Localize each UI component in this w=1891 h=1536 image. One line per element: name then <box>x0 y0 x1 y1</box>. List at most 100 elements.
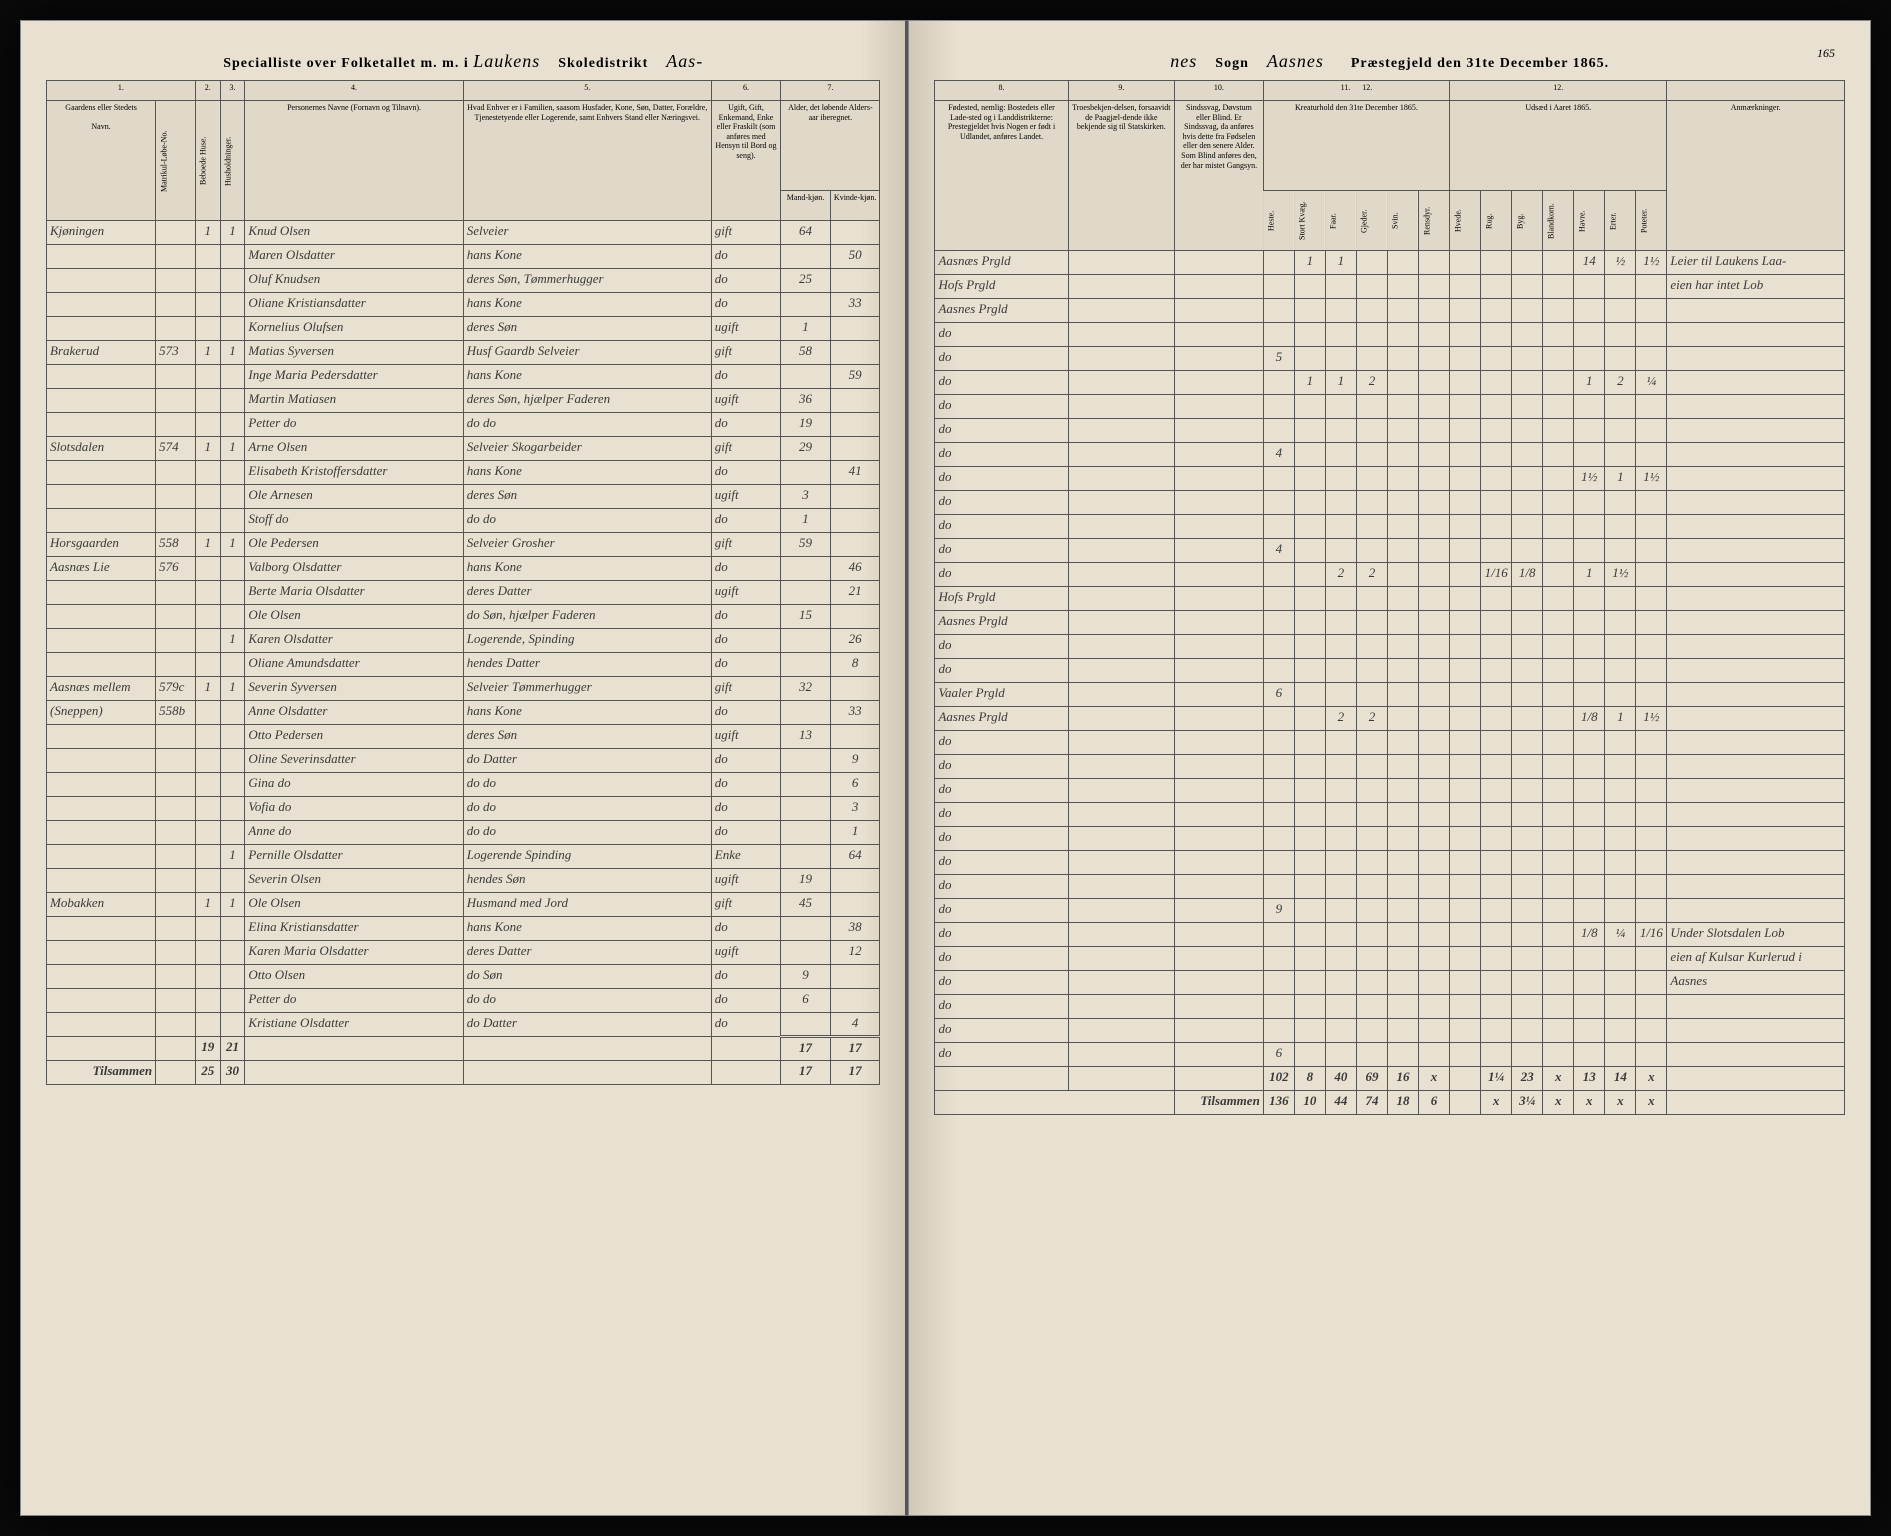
cell <box>1605 755 1636 779</box>
cell <box>1636 539 1667 563</box>
cell <box>1481 347 1512 371</box>
cell <box>1481 539 1512 563</box>
cell: gift <box>711 221 780 245</box>
cell <box>1068 491 1174 515</box>
cell <box>830 509 880 533</box>
cell <box>1450 803 1481 827</box>
cell: 6 <box>1263 683 1294 707</box>
cell <box>1263 1019 1294 1043</box>
cell <box>1263 371 1294 395</box>
cell <box>220 269 245 293</box>
cell <box>1450 563 1481 587</box>
cell: do <box>711 293 780 317</box>
cell <box>47 1013 156 1037</box>
h-age: Alder, det løbende Alders-aar iberegnet. <box>781 101 880 191</box>
cell <box>1356 611 1387 635</box>
cell <box>1175 563 1264 587</box>
col-number-row-r: 8. 9. 10. 11. 12. 12. <box>935 81 1845 101</box>
cell: ugift <box>711 581 780 605</box>
cell: Oluf Knudsen <box>245 269 463 293</box>
cell: hans Kone <box>463 293 711 317</box>
right-header: nes Sogn Aasnes Præstegjeld den 31te Dec… <box>934 51 1845 72</box>
cell: ¼ <box>1605 923 1636 947</box>
cell <box>1574 659 1605 683</box>
cell <box>1543 587 1574 611</box>
cell <box>1605 779 1636 803</box>
table-row: Petter dodo dodo19 <box>47 413 880 437</box>
table-row: Vofia dodo dodo3 <box>47 797 880 821</box>
cell <box>1263 779 1294 803</box>
cell <box>1325 995 1356 1019</box>
cell <box>1419 611 1450 635</box>
cell: do <box>935 731 1068 755</box>
cell <box>1481 491 1512 515</box>
cell: ugift <box>711 941 780 965</box>
cell <box>830 677 880 701</box>
cell <box>1263 755 1294 779</box>
cell <box>1356 419 1387 443</box>
cell <box>47 797 156 821</box>
cell: do <box>711 605 780 629</box>
cell: Oliane Amundsdatter <box>245 653 463 677</box>
cell: 5 <box>1263 347 1294 371</box>
cell <box>1294 1019 1325 1043</box>
cell <box>1263 419 1294 443</box>
cell <box>1636 899 1667 923</box>
cell <box>1450 731 1481 755</box>
cell <box>47 269 156 293</box>
table-row: Petter dodo dodo6 <box>47 989 880 1013</box>
cell <box>1512 275 1543 299</box>
cell <box>1294 443 1325 467</box>
cell <box>1605 275 1636 299</box>
cell: do do <box>463 821 711 845</box>
table-row: Elina Kristiansdatterhans Konedo38 <box>47 917 880 941</box>
cell <box>1481 827 1512 851</box>
cell: Maren Olsdatter <box>245 245 463 269</box>
cell <box>1419 1019 1450 1043</box>
cell: Leier til Laukens Laa- <box>1667 251 1845 275</box>
cell <box>1667 371 1845 395</box>
cell <box>1387 275 1418 299</box>
cell: Otto Pedersen <box>245 725 463 749</box>
cell <box>781 629 831 653</box>
cell <box>1512 587 1543 611</box>
cell <box>1450 299 1481 323</box>
cell <box>1574 899 1605 923</box>
cell <box>1387 467 1418 491</box>
cell <box>1294 275 1325 299</box>
cell <box>1325 467 1356 491</box>
cell: do <box>711 653 780 677</box>
h-crops: Udsæd i Aaret 1865. <box>1450 101 1667 191</box>
cell <box>1356 299 1387 323</box>
cell <box>1294 947 1325 971</box>
cell <box>195 269 220 293</box>
cell: Oliane Kristiansdatter <box>245 293 463 317</box>
cell: Horsgaarden <box>47 533 156 557</box>
cell: 2 <box>1356 371 1387 395</box>
table-row: Slotsdalen57411Arne OlsenSelveier Skogar… <box>47 437 880 461</box>
cell: Ole Olsen <box>245 605 463 629</box>
cell <box>1325 515 1356 539</box>
table-row: do <box>935 755 1845 779</box>
table-row: do <box>935 803 1845 827</box>
cell <box>195 653 220 677</box>
table-row: Hofs Prgld <box>935 587 1845 611</box>
cell <box>1667 683 1845 707</box>
cell <box>1325 971 1356 995</box>
cell <box>1543 875 1574 899</box>
table-row: Maren Olsdatterhans Konedo50 <box>47 245 880 269</box>
cell <box>1574 515 1605 539</box>
cell <box>1263 995 1294 1019</box>
cell <box>1636 971 1667 995</box>
cell <box>1419 803 1450 827</box>
col-8: 8. <box>935 81 1068 101</box>
cell <box>1175 995 1264 1019</box>
cell: 14 <box>1574 251 1605 275</box>
crop-col-head: Poteter. <box>1636 191 1667 251</box>
cell <box>156 269 196 293</box>
cell: 579c <box>156 677 196 701</box>
cell <box>781 821 831 845</box>
cell: ugift <box>711 725 780 749</box>
cell <box>220 821 245 845</box>
cell <box>1512 827 1543 851</box>
